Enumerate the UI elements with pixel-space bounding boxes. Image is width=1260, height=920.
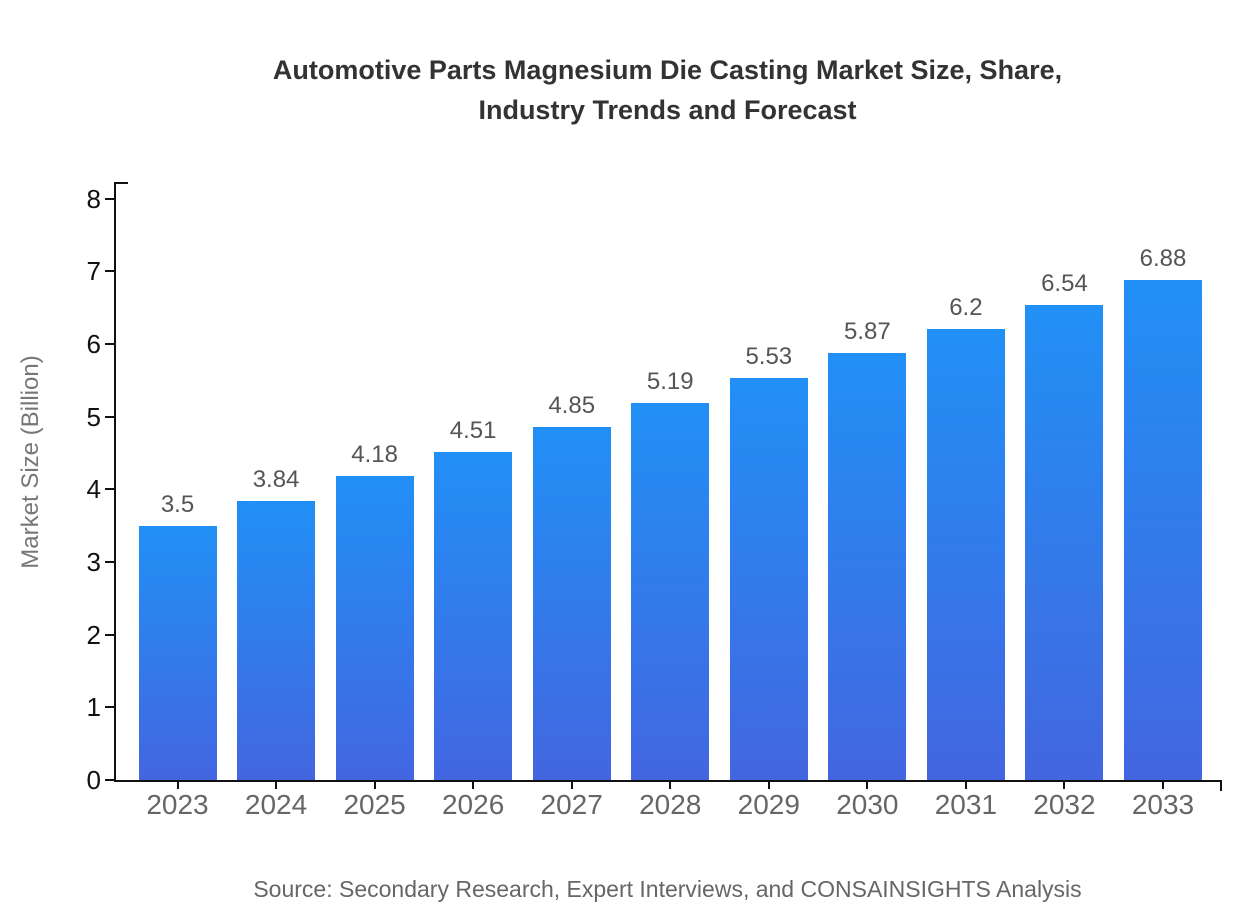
y-axis-tick-label: 8 — [86, 183, 101, 214]
bar-2024 — [237, 500, 316, 780]
y-axis-tick-label: 5 — [86, 401, 101, 432]
bar-value-label: 6.88 — [1139, 244, 1187, 272]
x-axis-endcap-tick — [1220, 780, 1222, 791]
x-axis-tick-label: 2031 — [934, 789, 998, 820]
x-axis-tick — [1063, 780, 1066, 789]
x-axis-tick — [669, 780, 672, 789]
chart-title-line1: Automotive Parts Magnesium Die Casting M… — [272, 55, 1063, 85]
bar-2023 — [138, 525, 217, 780]
y-axis-tick-label: 2 — [86, 619, 101, 650]
x-axis-tick-label: 2029 — [737, 789, 800, 820]
x-axis-tick — [275, 780, 278, 789]
bar-value-label: 4.18 — [351, 441, 398, 469]
y-axis-tick — [105, 488, 115, 491]
plot-area: 0 1 2 3 4 5 6 7 8 3.5 2023 3.84 2024 4.18 2025 4.51 2026… — [87, 182, 1220, 820]
y-axis-tick-label: 6 — [86, 328, 101, 359]
x-axis-tick-label: 2032 — [1033, 789, 1096, 820]
x-axis-tick — [1162, 780, 1164, 789]
y-axis-tick-label: 7 — [86, 256, 101, 287]
bar-2033 — [1124, 279, 1202, 780]
y-axis-tick — [105, 706, 115, 709]
x-axis-tick-label: 2028 — [639, 789, 702, 820]
chart-title-line2: Industry Trends and Forecast — [478, 95, 857, 125]
bar-value-label: 6.2 — [949, 294, 983, 322]
y-axis-tick — [105, 197, 115, 200]
bar-value-label: 5.87 — [843, 318, 891, 346]
bar-2028 — [631, 402, 710, 780]
x-axis-tick-label: 2023 — [146, 789, 209, 820]
bar-value-label: 5.53 — [745, 343, 793, 371]
bar-value-label: 4.85 — [548, 392, 596, 420]
x-axis-tick-label: 2027 — [540, 789, 603, 820]
x-axis-tick-label: 2033 — [1131, 789, 1195, 820]
bar-2025 — [335, 476, 414, 780]
y-axis-tick — [105, 342, 115, 345]
bar-value-label: 3.5 — [160, 490, 195, 518]
y-axis-tick-label: 4 — [86, 474, 101, 505]
x-axis-tick — [570, 780, 573, 789]
x-axis-tick — [767, 780, 770, 789]
y-axis-tick-label: 0 — [86, 765, 101, 795]
bar-2026 — [434, 452, 513, 780]
bar-value-label: 3.84 — [252, 465, 300, 493]
x-axis-tick-label: 2024 — [244, 789, 308, 820]
source-note: Source: Secondary Research, Expert Inter… — [253, 876, 1082, 902]
chart-title: Automotive Parts Magnesium Die Casting M… — [115, 50, 1220, 130]
y-axis-tick-label: 3 — [86, 546, 101, 577]
y-axis-tick — [105, 415, 115, 418]
x-axis-tick — [866, 780, 869, 789]
x-axis-tick — [964, 780, 967, 789]
y-axis-tick — [105, 633, 115, 636]
x-axis-tick-label: 2025 — [343, 789, 406, 820]
x-axis-tick — [176, 780, 179, 789]
bar-2030 — [828, 353, 907, 780]
bar-value-label: 4.51 — [449, 417, 497, 445]
y-axis-tick — [105, 779, 115, 781]
x-axis-tick-label: 2026 — [441, 789, 505, 820]
bar-value-label: 5.19 — [646, 367, 694, 395]
x-axis-tick — [472, 780, 475, 789]
y-axis-label: Market Size (Billion) — [17, 355, 44, 569]
bar-2027 — [532, 427, 611, 780]
y-axis-line — [114, 182, 116, 782]
x-axis-tick — [373, 780, 376, 789]
y-axis-tick — [105, 560, 115, 563]
y-axis-tick-label: 1 — [86, 692, 101, 723]
bar-2032 — [1025, 304, 1104, 780]
x-axis-line — [114, 780, 1222, 782]
x-axis-tick-label: 2030 — [836, 789, 899, 820]
bar-2029 — [729, 378, 808, 780]
bar-value-label: 6.54 — [1041, 269, 1088, 297]
y-axis-endcap-tick — [114, 182, 128, 184]
y-axis-tick — [105, 270, 115, 273]
bar-2031 — [926, 329, 1005, 780]
